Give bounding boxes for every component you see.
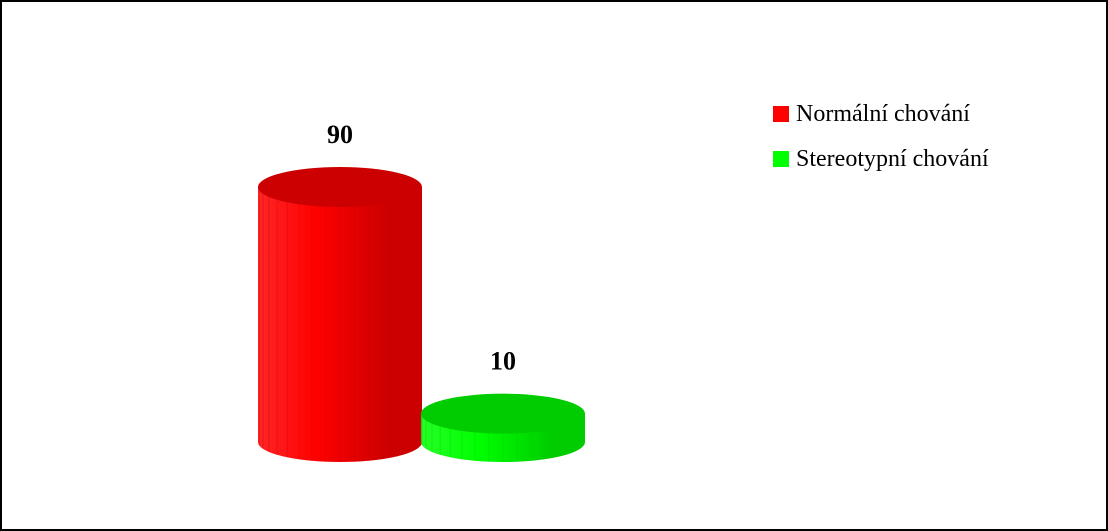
legend: Normální chování Stereotypní chování	[773, 101, 989, 172]
bar-side-1	[258, 187, 422, 462]
legend-swatch-2	[773, 151, 789, 167]
legend-item-2: Stereotypní chování	[773, 146, 989, 172]
bar-1	[258, 167, 422, 462]
legend-item-1: Normální chování	[773, 101, 970, 127]
legend-label-1: Normální chování	[796, 101, 970, 127]
data-label-2: 10	[490, 347, 516, 376]
legend-swatch-1	[773, 106, 789, 122]
bar-2	[421, 393, 585, 462]
data-label-1: 90	[327, 120, 353, 149]
bar-top-1	[258, 167, 422, 207]
bar-top-2	[421, 393, 585, 434]
data-labels-layer: 90 10	[327, 120, 516, 376]
bars-layer	[258, 167, 585, 462]
legend-label-2: Stereotypní chování	[796, 146, 989, 172]
